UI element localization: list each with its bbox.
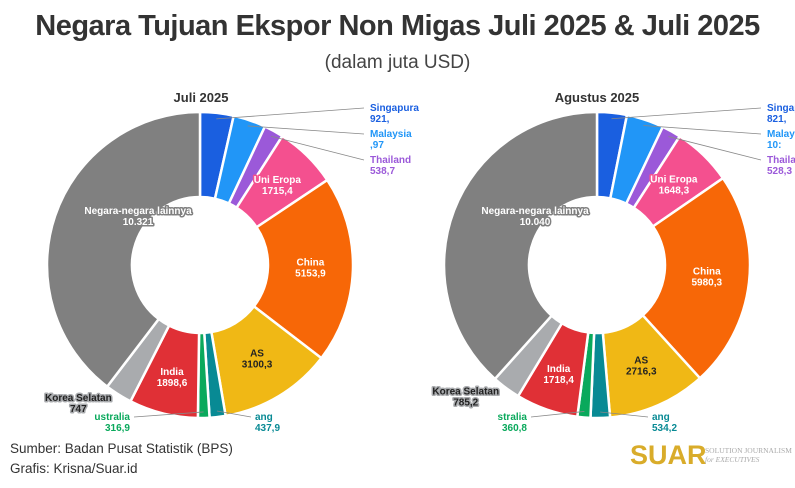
slice-name-jepang: ang xyxy=(255,412,273,423)
slice-china xyxy=(252,178,355,360)
leader-line-singapura xyxy=(611,107,762,120)
slice-name-as: AS xyxy=(250,349,264,360)
logo-tagline-2: for EXECUTIVES xyxy=(705,455,760,464)
slice-name-malaysia: Malaysia xyxy=(767,129,795,140)
slice-value-uni-eropa: 1648,3 xyxy=(659,186,690,197)
leader-line-singapura xyxy=(216,107,365,120)
slice-name-jepang: ang xyxy=(652,412,670,423)
slice-name-korea-selatan: Korea Selatan xyxy=(432,386,499,397)
slice-value-as: 3100,3 xyxy=(242,360,273,371)
donut-chart-july: Singapura921,Malaysia,97Thailand538,7Uni… xyxy=(44,102,421,436)
slice-label-thailand: Thailand528,3 xyxy=(766,154,795,179)
slice-label-malaysia: Malaysia10: xyxy=(766,128,795,153)
slice-name-india: India xyxy=(160,367,184,378)
leader-line-malaysia xyxy=(247,125,365,135)
suar-logo: SUAR xyxy=(630,440,707,470)
slice-name-singapura: Singapura xyxy=(767,103,795,114)
slice-label-malaysia: Malaysia,97 xyxy=(369,128,414,153)
slice-value-china: 5153,9 xyxy=(295,269,326,280)
slice-value-negara-negara-lainnya: 10.321 xyxy=(123,217,154,228)
slice-value-as: 2716,3 xyxy=(626,366,657,377)
logo-tagline: SOLUTION JOURNALISM for EXECUTIVES xyxy=(705,446,792,464)
slice-value-negara-negara-lainnya: 10.040 xyxy=(520,217,551,228)
credit-note: Grafis: Krisna/Suar.id xyxy=(10,461,138,476)
logo-tagline-1: SOLUTION JOURNALISM xyxy=(705,446,792,455)
leader-line-malaysia xyxy=(643,125,762,135)
slice-value-korea-selatan: 785,2 xyxy=(453,397,478,408)
slice-value-india: 1898,6 xyxy=(157,378,188,389)
source-note: Sumber: Badan Pusat Statistik (BPS) xyxy=(10,441,233,456)
slice-name-china: China xyxy=(693,267,721,278)
slice-value-australia: 316,9 xyxy=(105,423,130,434)
slice-value-uni-eropa: 1715,4 xyxy=(262,186,293,197)
leader-line-thailand xyxy=(668,136,762,161)
slice-name-india: India xyxy=(547,364,571,375)
slice-name-as: AS xyxy=(634,355,648,366)
slice-name-thailand: Thailand xyxy=(370,155,411,166)
slice-value-thailand: 538,7 xyxy=(370,166,395,177)
leader-line-jepang xyxy=(216,410,252,418)
chart-subtitle: (dalam juta USD) xyxy=(324,52,471,73)
slice-value-malaysia: 10: xyxy=(767,140,781,151)
slice-label-singapura: Singapura821, xyxy=(766,102,795,127)
slice-name-singapura: Singapura xyxy=(370,103,419,114)
slice-value-australia: 360,8 xyxy=(502,423,527,434)
leader-line-jepang xyxy=(600,411,649,418)
slice-negara-negara-lainnya xyxy=(442,110,599,381)
slice-value-korea-selatan: 747 xyxy=(70,404,87,415)
slice-name-uni-eropa: Uni Eropa xyxy=(254,175,302,186)
donut-title-august: Agustus 2025 xyxy=(554,90,640,105)
slice-value-jepang: 437,9 xyxy=(255,423,280,434)
slice-name-australia: ustralia xyxy=(94,412,130,423)
donut-title-july: Juli 2025 xyxy=(173,90,229,105)
chart-title: Negara Tujuan Ekspor Non Migas Juli 2025… xyxy=(35,10,760,42)
slice-name-australia: stralia xyxy=(498,412,528,423)
slice-value-malaysia: ,97 xyxy=(370,140,384,151)
slice-name-negara-negara-lainnya: Negara-negara lainnya xyxy=(481,206,589,217)
slice-name-china: China xyxy=(297,258,325,269)
slice-china xyxy=(641,176,752,380)
donut-chart-august: Singapura821,Malaysia10:Thailand528,3Uni… xyxy=(431,102,795,436)
slice-name-uni-eropa: Uni Eropa xyxy=(650,175,698,186)
slice-name-korea-selatan: Korea Selatan xyxy=(45,393,112,404)
slice-name-negara-negara-lainnya: Negara-negara lainnya xyxy=(84,206,192,217)
slice-value-jepang: 534,2 xyxy=(652,423,677,434)
slice-value-singapura: 821, xyxy=(767,114,787,125)
slice-negara-negara-lainnya xyxy=(45,110,202,388)
slice-value-singapura: 921, xyxy=(370,114,390,125)
slice-value-thailand: 528,3 xyxy=(767,166,792,177)
slice-value-india: 1718,4 xyxy=(543,375,574,386)
slice-name-malaysia: Malaysia xyxy=(370,129,412,140)
slice-name-thailand: Thailand xyxy=(767,155,795,166)
leader-line-australia xyxy=(133,411,204,418)
leader-line-thailand xyxy=(270,135,365,161)
slice-value-china: 5980,3 xyxy=(691,278,722,289)
leader-line-australia xyxy=(530,411,585,418)
